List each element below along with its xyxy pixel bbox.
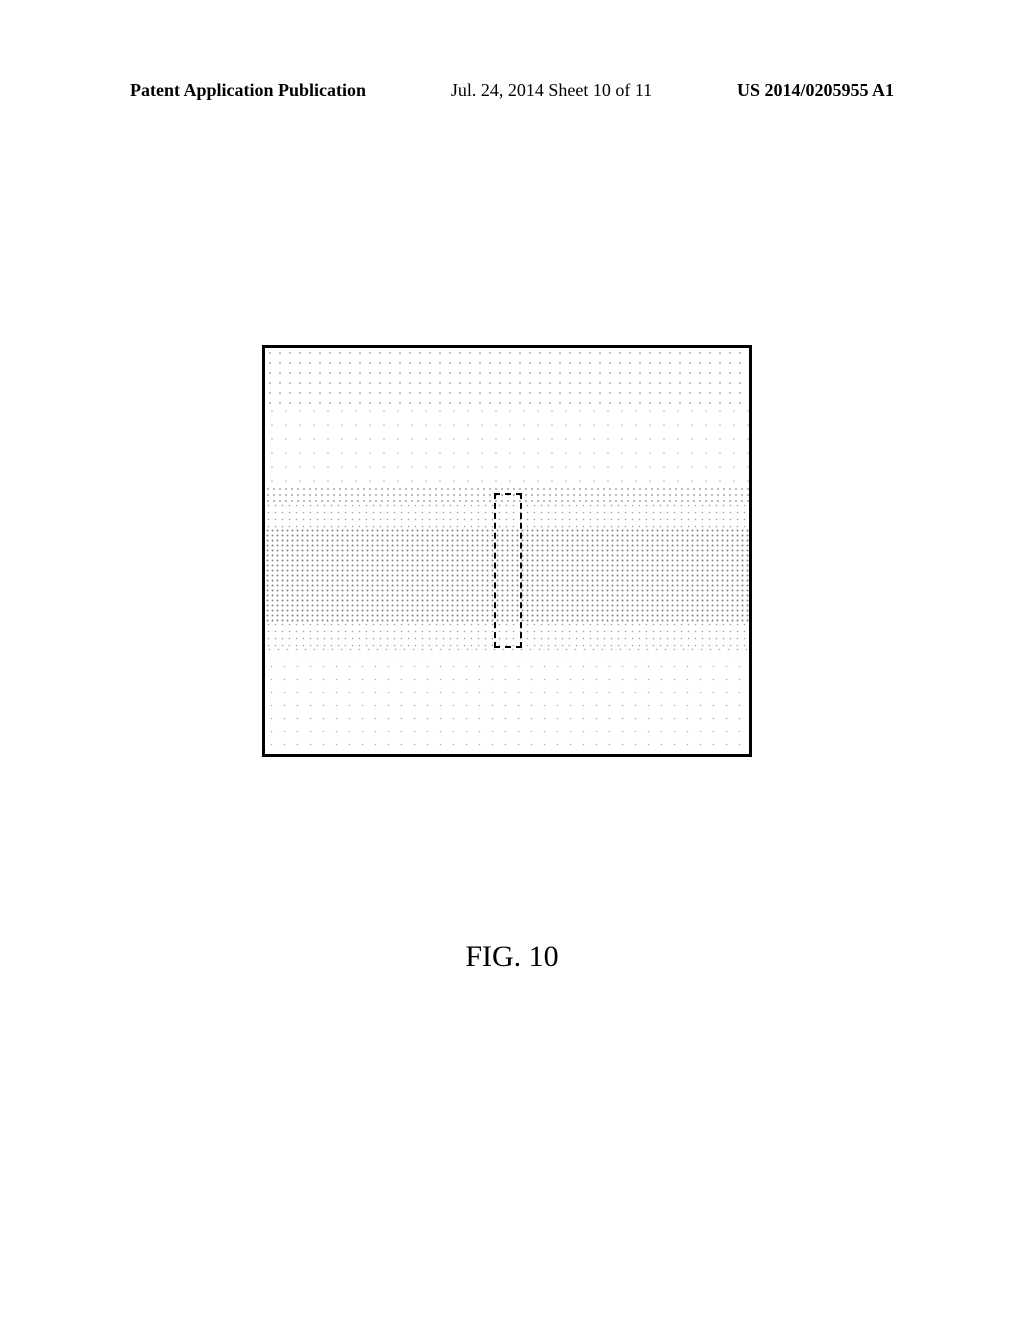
header-date-sheet: Jul. 24, 2014 Sheet 10 of 11 [451, 80, 652, 101]
page-header: Patent Application Publication Jul. 24, … [0, 80, 1024, 101]
header-publication: Patent Application Publication [130, 80, 366, 101]
header-patent-number: US 2014/0205955 A1 [737, 80, 894, 101]
figure-box [262, 345, 752, 757]
figure-label: FIG. 10 [0, 940, 1024, 974]
dashed-selection-box [494, 493, 522, 648]
